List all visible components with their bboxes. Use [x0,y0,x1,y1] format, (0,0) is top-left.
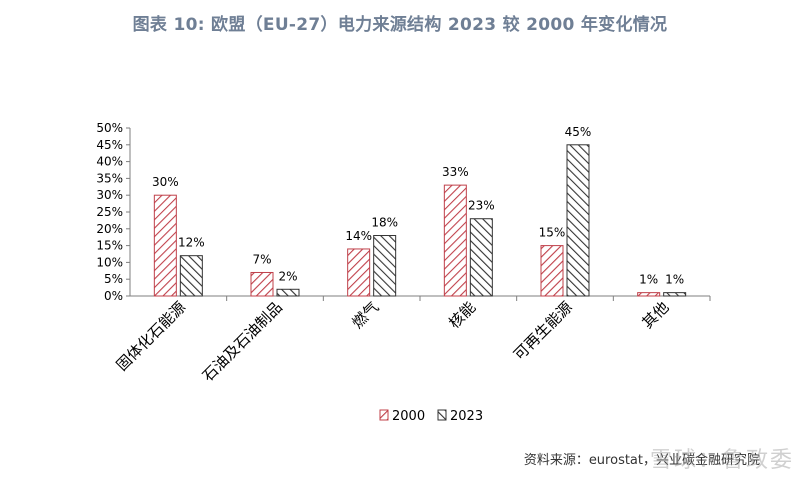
data-label-2000-6: 1% [639,273,658,287]
chart-title: 图表 10: 欧盟（EU-27）电力来源结构 2023 较 2000 年变化情况 [132,15,668,35]
data-label-2023-1: 12% [178,236,205,250]
bar-2023-6 [663,292,687,297]
data-label-2023-2: 2% [278,269,297,283]
data-label-2023-4: 23% [468,199,495,213]
x-tick-label: 燃气 [349,298,383,332]
x-tick-label: 固体化石能源 [113,298,189,374]
legend-swatch-2023 [437,409,447,421]
x-tick-label: 核能 [445,298,479,332]
y-tick-label: 0% [104,289,123,303]
y-tick-label: 5% [104,272,123,286]
bar-2023-4 [469,218,493,297]
data-label-2023-5: 45% [565,125,592,139]
source-note: 资料来源：eurostat，兴业碳金融研究院 [523,453,760,468]
bar-2023-5 [566,144,590,297]
data-label-2023-3: 18% [371,216,398,230]
legend-label-2000: 2000 [392,409,425,424]
y-tick-label: 40% [96,155,123,169]
bar-2023-3 [373,235,397,297]
y-tick-label: 30% [96,188,123,202]
data-label-2000-2: 7% [252,252,271,266]
bar-2000-1 [153,194,177,297]
legend-swatch-2000 [379,409,389,421]
y-tick-label: 45% [96,138,123,152]
bar-2000-3 [347,248,371,297]
bar-2023-2 [276,288,300,297]
data-label-2000-1: 30% [152,175,179,189]
legend-label-2023: 2023 [450,409,483,424]
bar-2000-5 [540,245,564,297]
y-tick-label: 20% [96,222,123,236]
bar-2000-2 [250,271,274,297]
y-tick-label: 10% [96,255,123,269]
x-tick-label: 可再生能源 [510,298,576,364]
y-tick-label: 15% [96,239,123,253]
data-label-2000-4: 33% [442,165,469,179]
data-label-2000-3: 14% [345,229,372,243]
y-tick-label: 25% [96,205,123,219]
x-tick-label: 其他 [639,298,673,332]
bar-2000-4 [443,184,467,297]
data-label-2023-6: 1% [665,273,684,287]
bar-2023-1 [179,255,203,297]
data-label-2000-5: 15% [539,226,566,240]
y-tick-label: 35% [96,171,123,185]
bar-2000-6 [637,292,661,297]
y-tick-label: 50% [96,121,123,135]
x-tick-label: 石油及石油制品 [199,298,286,385]
watermark: 雪球：鲁政委 [649,448,794,473]
